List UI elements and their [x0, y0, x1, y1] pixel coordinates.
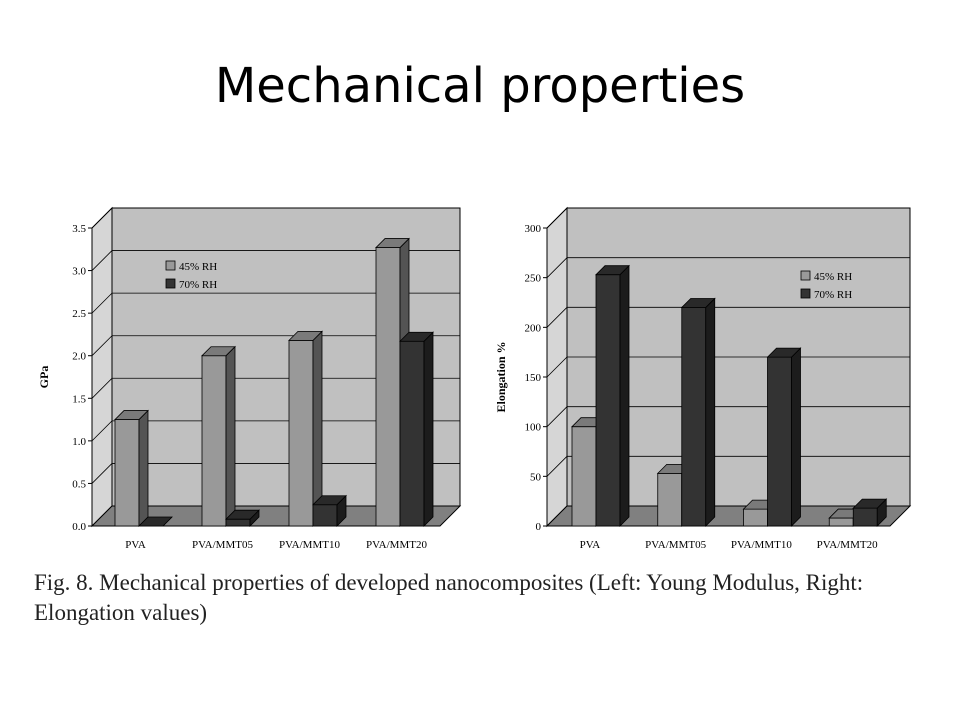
legend-swatch — [165, 260, 176, 271]
bar-front — [312, 504, 338, 527]
bar-top — [312, 495, 347, 506]
bar-front — [571, 426, 597, 527]
bar — [399, 331, 434, 527]
bar-front — [828, 517, 854, 527]
legend-swatch — [165, 278, 176, 289]
legend-label: 70% RH — [179, 279, 217, 291]
x-tick-label: PVA — [580, 539, 601, 551]
y-tick-label: 3.5 — [72, 223, 86, 235]
bar — [114, 409, 149, 527]
bar-side — [791, 347, 801, 527]
legend-label: 45% RH — [814, 271, 852, 283]
bar-top — [138, 516, 173, 527]
slide-title: Mechanical properties — [214, 58, 746, 114]
bar-front — [225, 518, 251, 527]
bar-side — [705, 297, 716, 527]
bar-front — [288, 339, 314, 527]
bar-front — [595, 274, 621, 527]
bar-top — [680, 298, 716, 308]
bar-front — [114, 419, 140, 527]
bar-front — [743, 508, 768, 527]
y-tick-label: 0.0 — [72, 521, 86, 533]
bar-front — [399, 340, 425, 527]
legend-label: 45% RH — [179, 261, 217, 273]
bar-top — [595, 265, 630, 276]
y-tick-label: 200 — [525, 322, 542, 334]
bar-front — [375, 247, 401, 527]
elongation-chart: 0 50 100 150 200 250 300 Elongation % PVA PVA/MMT… — [494, 206, 912, 551]
bar-front — [201, 355, 227, 527]
bar-top — [766, 347, 802, 358]
y-tick-label: 300 — [525, 223, 542, 235]
bar — [595, 264, 630, 527]
x-tick-label: PVA — [125, 539, 146, 551]
y-tick-label: 50 — [530, 471, 542, 483]
gridline — [91, 207, 460, 229]
bar-side — [138, 409, 149, 527]
y-tick-label: 3.0 — [72, 266, 86, 278]
bar — [138, 516, 173, 527]
bar-top — [114, 410, 149, 420]
y-tick-label: 0 — [536, 521, 542, 533]
legend-swatch — [800, 288, 811, 299]
bar — [680, 297, 716, 527]
gridline — [546, 257, 910, 278]
y-tick-label: 150 — [525, 372, 542, 384]
y-tick-label: 250 — [525, 273, 542, 285]
y-axis-label: GPa — [37, 366, 51, 389]
x-tick-label: PVA/MMT05 — [192, 539, 253, 551]
y-tick-label: 1.5 — [72, 393, 86, 405]
bar-side — [619, 264, 630, 527]
gridline — [91, 250, 460, 271]
y-tick-label: 2.0 — [72, 351, 86, 363]
bar-front — [767, 356, 792, 527]
bar — [766, 347, 802, 527]
figure-caption: Fig. 8. Mechanical properties of develop… — [34, 570, 864, 625]
gridline — [91, 463, 460, 484]
bar — [288, 330, 323, 527]
gridline — [91, 377, 460, 399]
gridline — [91, 420, 460, 442]
x-tick-label: PVA/MMT10 — [279, 539, 340, 551]
bar — [312, 494, 347, 527]
bar-side — [423, 331, 434, 527]
y-tick-label: 2.5 — [72, 308, 86, 320]
y-axis-label: Elongation % — [494, 341, 508, 412]
x-tick-label: PVA/MMT20 — [817, 539, 878, 551]
bar-top — [852, 498, 888, 509]
bar — [201, 345, 236, 527]
x-tick-label: PVA/MMT20 — [366, 539, 427, 551]
bar-front — [657, 472, 683, 527]
y-tick-label: 1.0 — [72, 436, 86, 448]
young-modulus-chart: 0.0 0.5 1.0 1.5 2.0 2.5 3.0 3.5 GPa PVA PVA/MMT05 P… — [37, 206, 462, 551]
gridline — [546, 306, 910, 328]
y-tick-label: 0.5 — [72, 478, 86, 490]
bar-side — [225, 345, 236, 527]
bar-front — [681, 307, 707, 527]
x-tick-label: PVA/MMT05 — [645, 539, 706, 551]
bar — [225, 509, 260, 527]
legend-label: 70% RH — [814, 289, 852, 301]
bar-top — [399, 331, 434, 342]
legend-swatch — [800, 270, 811, 281]
y-tick-label: 100 — [525, 422, 542, 434]
gridline — [546, 207, 910, 229]
bar-top — [288, 330, 323, 341]
bar-front — [852, 507, 878, 527]
x-tick-label: PVA/MMT10 — [731, 539, 792, 551]
side-wall — [91, 206, 113, 528]
bar — [852, 498, 888, 527]
bar-top — [225, 509, 260, 520]
bar-top — [201, 346, 236, 357]
gridline — [91, 292, 460, 314]
gridline — [91, 335, 460, 356]
bar-top — [375, 238, 410, 248]
